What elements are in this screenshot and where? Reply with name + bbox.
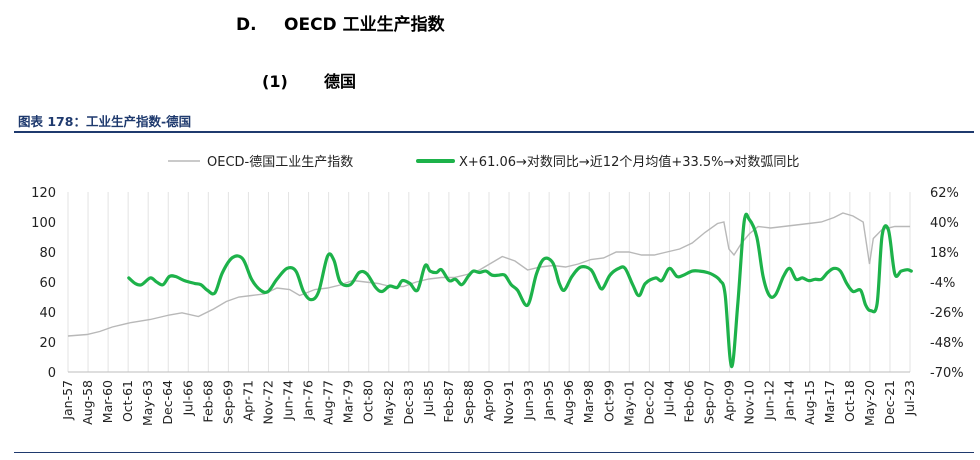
x-tick-label: Sep-69 bbox=[220, 380, 235, 424]
left-tick-label: 100 bbox=[31, 216, 56, 231]
x-tick-label: Nov-91 bbox=[501, 380, 516, 424]
x-tick-label: Mar-60 bbox=[100, 380, 115, 423]
x-tick-label: Aug-96 bbox=[561, 380, 576, 425]
right-tick-label: 18% bbox=[930, 246, 959, 261]
x-tick-label: Apr-71 bbox=[240, 380, 255, 421]
x-tick-label: Oct-61 bbox=[120, 380, 135, 422]
x-axis: Jan-57 Aug-58 Mar-60 Oct-61 May-63 Dec-64 Jul-… bbox=[60, 380, 917, 426]
x-tick-label: Jan-95 bbox=[541, 380, 556, 421]
left-axis: 0 20 40 60 80 100 120 bbox=[31, 186, 56, 381]
figure-top-rule bbox=[14, 131, 974, 133]
x-tick-label: Jun-74 bbox=[281, 380, 296, 421]
x-tick-label: Jan-76 bbox=[301, 380, 316, 421]
x-tick-label: Dec-83 bbox=[401, 380, 416, 425]
x-tick-label: Dec-21 bbox=[882, 380, 897, 425]
x-tick-label: Sep-88 bbox=[461, 380, 476, 424]
x-tick-label: May-82 bbox=[381, 380, 396, 426]
x-tick-label: Nov-10 bbox=[742, 380, 757, 425]
x-tick-label: Feb-06 bbox=[681, 380, 696, 423]
x-tick-label: Feb-68 bbox=[200, 380, 215, 423]
x-tick-label: Jan-14 bbox=[782, 380, 797, 421]
x-tick-label: Jul-23 bbox=[902, 380, 917, 417]
subsection-title: 德国 bbox=[324, 72, 357, 91]
x-tick-label: Jan-57 bbox=[60, 380, 75, 421]
right-axis: -70% -48% -26% -4% 18% 40% 62% bbox=[930, 186, 964, 381]
x-tick-label: Oct-99 bbox=[601, 380, 616, 422]
x-tick-label: Sep-07 bbox=[702, 380, 717, 424]
x-tick-label: Dec-02 bbox=[641, 380, 656, 425]
legend-label-log-yoy: X+61.06→对数同比→近12个月均值+33.5%→对数弧同比 bbox=[459, 154, 799, 170]
x-tick-label: May-63 bbox=[140, 380, 155, 426]
series-oecd-index-line bbox=[67, 212, 910, 337]
x-tick-label: Oct-80 bbox=[361, 380, 376, 422]
x-tick-label: Nov-72 bbox=[260, 380, 275, 424]
x-tick-label: Aug-58 bbox=[80, 380, 95, 425]
x-tick-label: Aug-77 bbox=[321, 380, 336, 425]
x-tick-label: Dec-64 bbox=[160, 380, 175, 425]
right-tick-label: -48% bbox=[930, 336, 964, 351]
x-tick-label: Mar-79 bbox=[341, 380, 356, 423]
left-tick-label: 20 bbox=[39, 336, 56, 351]
x-tick-label: Jun-12 bbox=[762, 380, 777, 421]
left-tick-label: 60 bbox=[39, 276, 56, 291]
right-tick-label: 40% bbox=[930, 216, 959, 231]
section-title: OECD 工业生产指数 bbox=[284, 15, 445, 35]
x-tick-label: Apr-09 bbox=[722, 380, 737, 421]
x-tick-label: Jun-93 bbox=[521, 380, 536, 421]
figure-bottom-rule bbox=[14, 452, 974, 453]
left-tick-label: 80 bbox=[39, 246, 56, 261]
x-tick-label: Mar-98 bbox=[581, 380, 596, 423]
x-tick-label: Jul-85 bbox=[421, 380, 436, 417]
section-heading: D. OECD 工业生产指数 bbox=[236, 10, 445, 35]
legend: OECD-德国工业生产指数 X+61.06→对数同比→近12个月均值+33.5%… bbox=[168, 154, 799, 170]
subsection-number: (1) bbox=[262, 72, 288, 91]
section-number: D. bbox=[236, 15, 257, 35]
x-tick-label: Aug-15 bbox=[802, 380, 817, 425]
x-tick-label: Jul-04 bbox=[661, 380, 676, 417]
subsection-heading: (1) 德国 bbox=[262, 68, 356, 92]
legend-label-oecd-index: OECD-德国工业生产指数 bbox=[207, 155, 353, 170]
left-tick-label: 0 bbox=[48, 366, 56, 381]
right-tick-label: 62% bbox=[930, 186, 959, 201]
left-tick-label: 120 bbox=[31, 186, 56, 201]
x-tick-label: Mar-17 bbox=[822, 380, 837, 423]
left-tick-label: 40 bbox=[39, 306, 56, 321]
x-tick-label: Apr-90 bbox=[481, 380, 496, 421]
x-tick-label: Jul-66 bbox=[180, 380, 195, 417]
x-tick-label: Feb-87 bbox=[441, 380, 456, 423]
right-tick-label: -4% bbox=[930, 276, 955, 291]
x-tick-label: Oct-18 bbox=[842, 380, 857, 422]
x-tick-label: May-20 bbox=[862, 380, 877, 426]
right-tick-label: -70% bbox=[930, 366, 964, 381]
right-tick-label: -26% bbox=[930, 306, 964, 321]
x-tick-label: May-01 bbox=[621, 380, 636, 426]
figure-title: 图表 178：工业生产指数-德国 bbox=[18, 114, 192, 129]
series-log-yoy-line bbox=[127, 212, 913, 369]
